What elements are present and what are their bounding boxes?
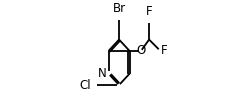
Text: F: F <box>145 5 152 19</box>
Text: O: O <box>136 44 145 57</box>
Text: Br: Br <box>112 2 125 15</box>
Text: Cl: Cl <box>79 78 91 92</box>
Text: N: N <box>98 67 106 80</box>
Text: F: F <box>161 44 167 57</box>
